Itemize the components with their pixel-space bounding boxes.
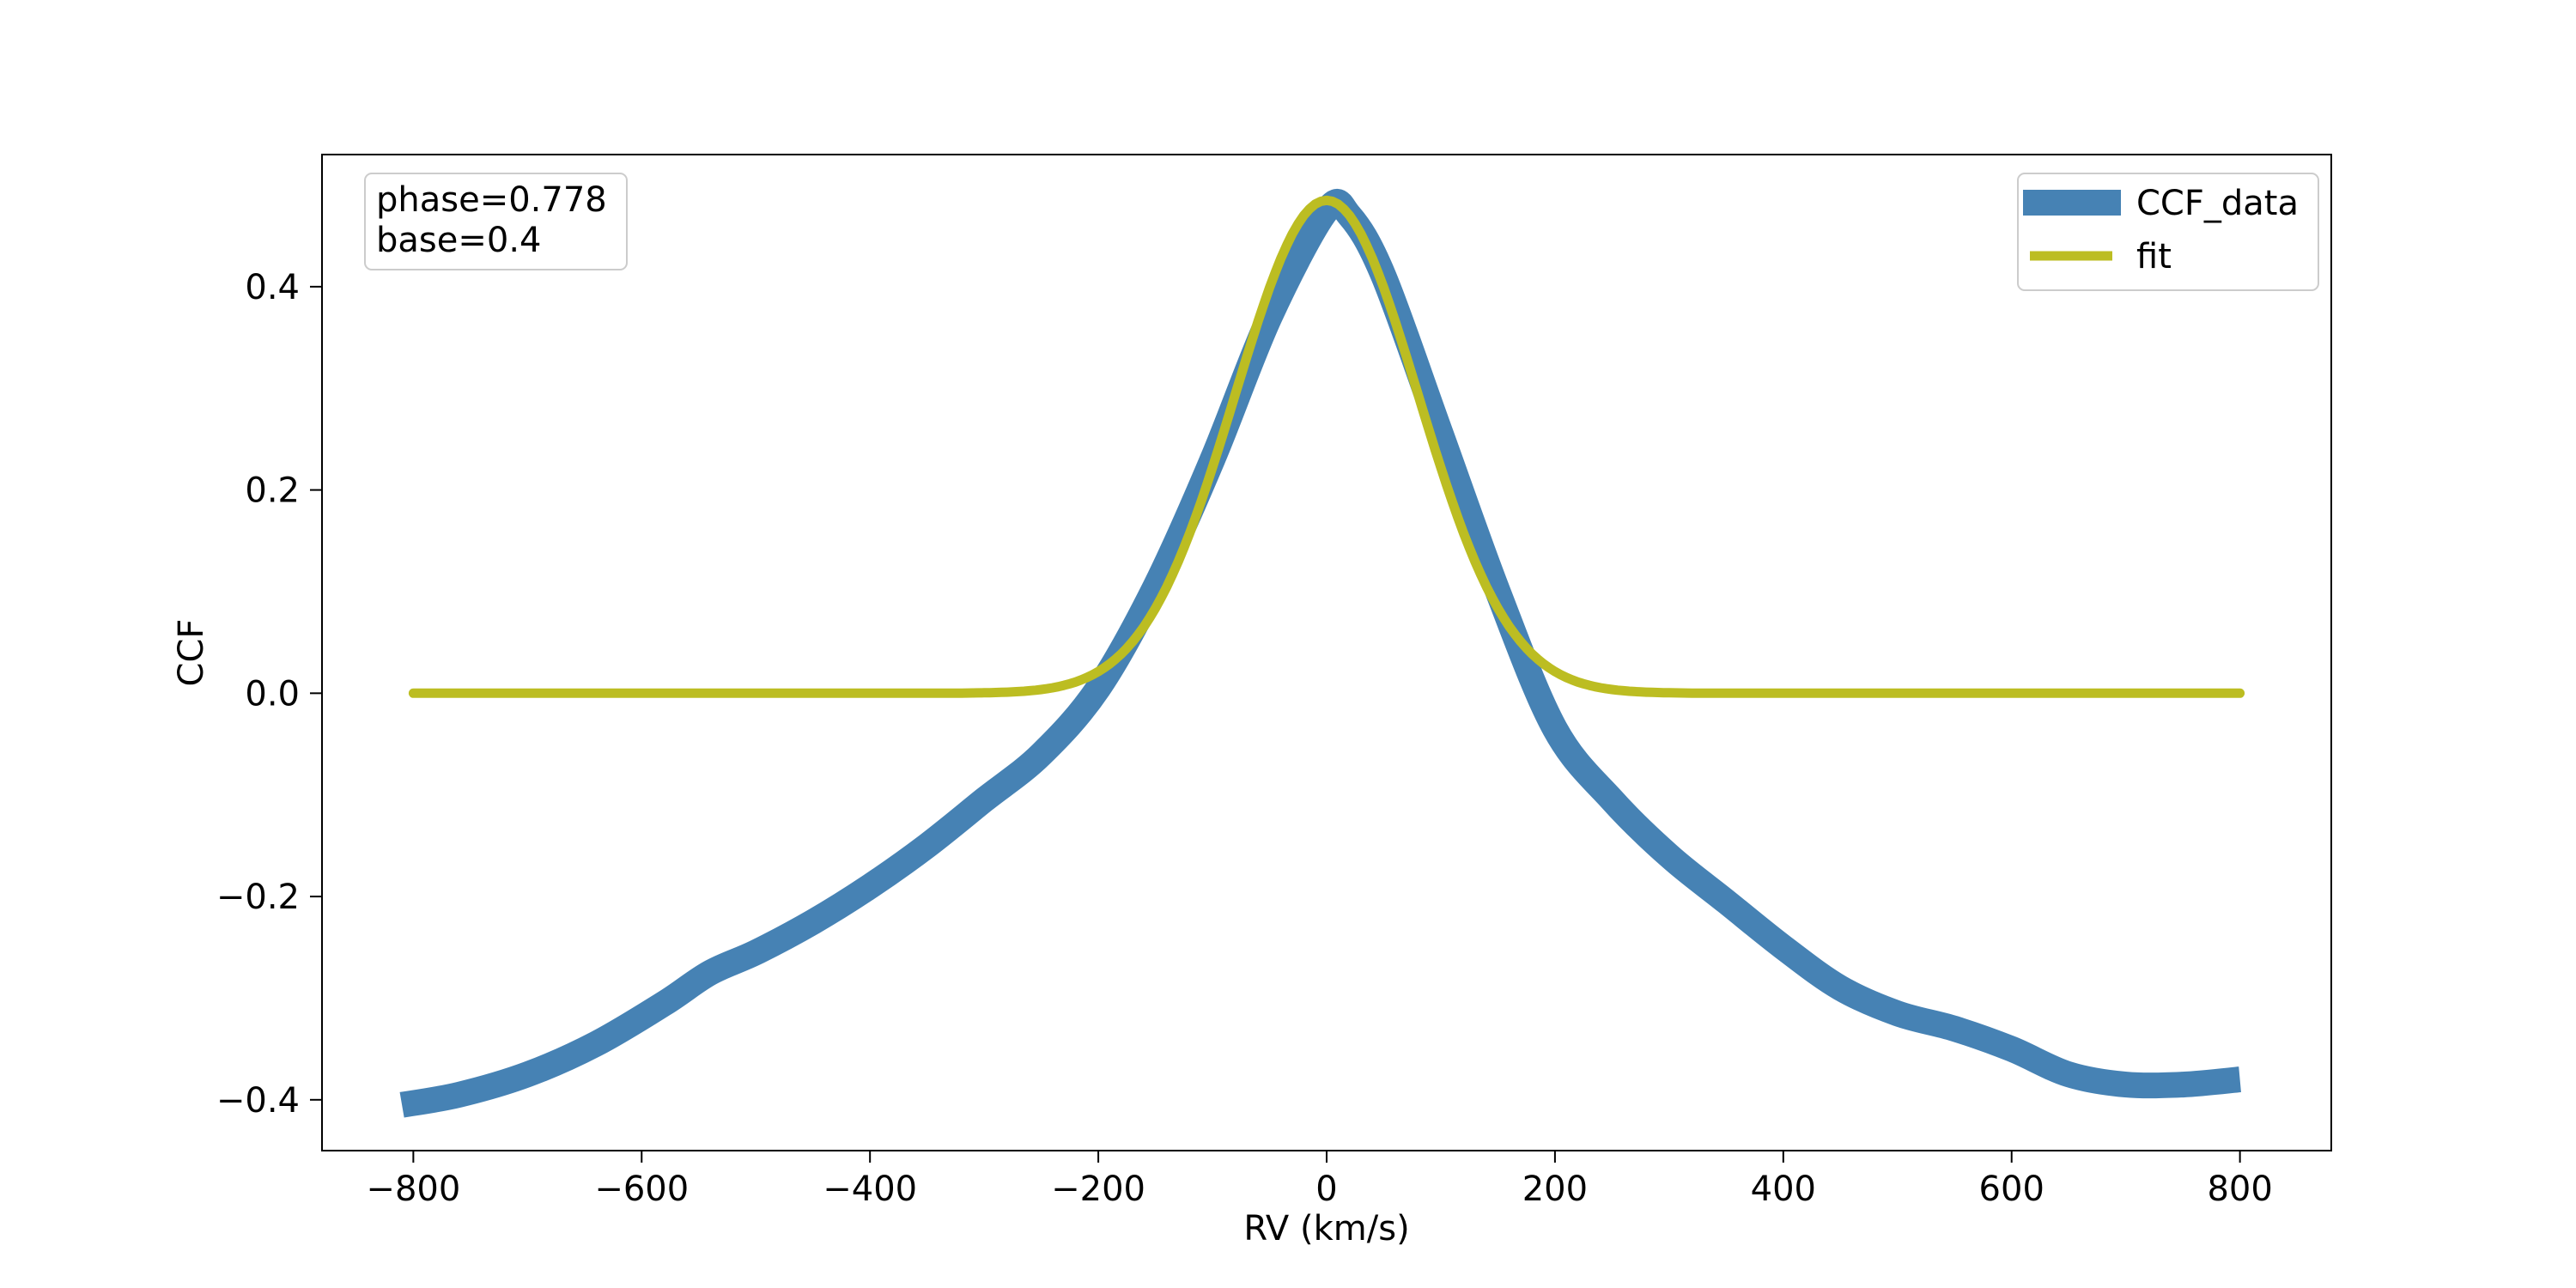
legend-label-fit: fit <box>2136 237 2172 276</box>
x-tick-label: −400 <box>823 1170 917 1209</box>
series-line-fit <box>408 195 2245 698</box>
y-tick-label: 0.0 <box>245 674 300 714</box>
y-axis-ticks: −0.4 −0.2 0.0 0.2 0.4 <box>216 268 322 1121</box>
legend: CCF_data fit <box>2017 173 2319 291</box>
y-tick-label: −0.2 <box>216 878 300 917</box>
x-tick-label: −600 <box>594 1170 689 1209</box>
base-annotation: base=0.4 <box>376 221 541 260</box>
y-tick-label: 0.4 <box>245 268 300 307</box>
x-tick-label: −200 <box>1051 1170 1145 1209</box>
phase-annotation: phase=0.778 <box>376 180 607 220</box>
y-tick-label: 0.2 <box>245 471 300 511</box>
info-annotation-box: phase=0.778 base=0.4 <box>364 173 628 270</box>
legend-label-ccf-data: CCF_data <box>2136 184 2299 223</box>
x-tick-label: −800 <box>366 1170 460 1209</box>
x-tick-label: 200 <box>1522 1170 1588 1209</box>
x-tick-label: 800 <box>2207 1170 2272 1209</box>
x-axis-ticks: −800 −600 −400 −200 0 200 400 600 800 <box>366 1151 2273 1209</box>
info-box-frame <box>364 173 628 270</box>
x-tick-label: 600 <box>1979 1170 2044 1209</box>
y-tick-label: −0.4 <box>216 1081 300 1121</box>
x-tick-label: 0 <box>1315 1170 1337 1209</box>
x-tick-label: 400 <box>1751 1170 1816 1209</box>
series-layer <box>399 189 2245 1118</box>
x-axis-title: RV (km/s) <box>1243 1209 1409 1249</box>
y-axis-title: CCF <box>172 619 211 687</box>
